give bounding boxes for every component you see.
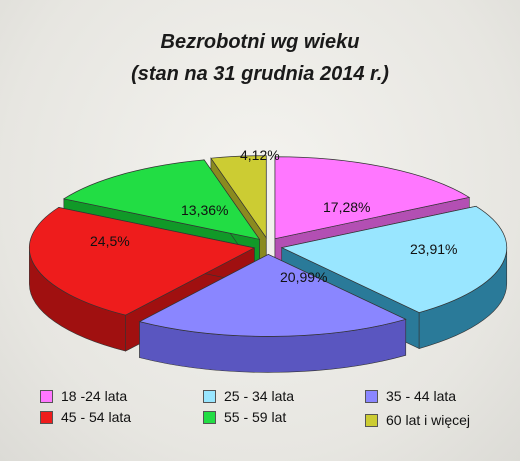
pie-slice-top	[274, 156, 471, 240]
legend-label: 55 - 59 lat	[224, 409, 287, 425]
legend-swatch	[203, 389, 216, 403]
data-label: 13,36%	[181, 202, 228, 218]
legend-label: 35 - 44 lata	[386, 388, 457, 404]
legend-item: 55 - 59 lat	[203, 409, 286, 425]
legend-swatch	[203, 410, 216, 424]
data-label: 4,12%	[240, 147, 280, 163]
legend-swatch	[40, 410, 53, 424]
pie-slice-top	[210, 155, 267, 239]
legend-swatch	[40, 389, 53, 403]
legend-item: 60 lat i więcej	[365, 412, 470, 428]
legend-item: 25 - 34 lata	[203, 388, 294, 404]
legend-label: 45 - 54 lata	[61, 409, 132, 425]
pie-slice-top	[280, 205, 508, 313]
chart-title: Bezrobotni wg wieku	[160, 31, 360, 53]
legend-item: 18 -24 lata	[40, 388, 127, 404]
pie-slice-top	[138, 254, 407, 337]
chart-subtitle: (stan na 31 grudnia 2014 r.)	[131, 63, 389, 85]
pie-slice-3	[138, 253, 407, 373]
legend-swatch	[365, 413, 378, 427]
pie-slice-top	[29, 206, 256, 316]
legend-swatch	[365, 389, 378, 403]
data-label: 23,91%	[410, 241, 457, 257]
legend-label: 25 - 34 lata	[224, 388, 295, 404]
data-label: 24,5%	[90, 233, 130, 249]
legend-label: 18 -24 lata	[61, 388, 128, 404]
data-label: 17,28%	[323, 199, 370, 215]
legend-item: 35 - 44 lata	[365, 388, 456, 404]
legend-label: 60 lat i więcej	[386, 412, 471, 428]
data-label: 20,99%	[280, 269, 327, 285]
pie-slice-top	[62, 159, 261, 240]
legend-item: 45 - 54 lata	[40, 409, 131, 425]
